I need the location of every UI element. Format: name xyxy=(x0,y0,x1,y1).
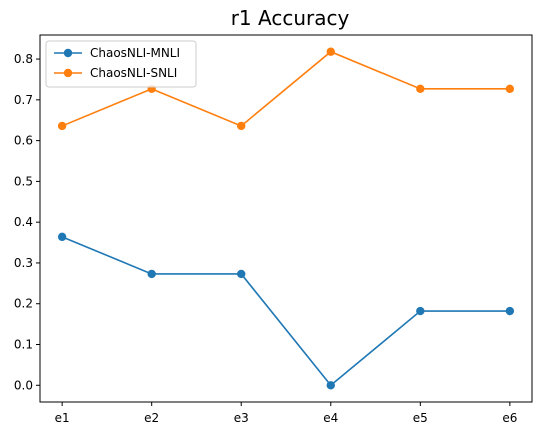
legend: ChaosNLI-MNLI ChaosNLI-SNLI xyxy=(45,40,197,88)
legend-box xyxy=(45,40,197,88)
series-line xyxy=(61,50,510,127)
data-point xyxy=(57,121,67,131)
x-tick-label: e4 xyxy=(323,411,338,425)
y-tick-label: 0.2 xyxy=(14,297,33,311)
legend-label: ChaosNLI-MNLI xyxy=(90,46,180,60)
x-tick-label: e2 xyxy=(144,411,159,425)
data-point xyxy=(147,269,156,279)
data-point xyxy=(237,121,246,131)
axes: 0.0 0.1 0.2 0.3 0.4 0.5 0.6 0.7 0.8 e1 e2 e3 e4 e5 e6 xyxy=(14,34,533,425)
y-tick-label: 0.6 xyxy=(14,134,33,148)
data-point xyxy=(326,47,335,56)
data-point xyxy=(416,306,425,316)
chart-title: r1 Accuracy xyxy=(231,6,350,30)
data-point xyxy=(326,381,335,390)
y-tick-label: 0.7 xyxy=(14,93,33,107)
y-tick-label: 0.8 xyxy=(14,52,33,66)
legend-label: ChaosNLI-SNLI xyxy=(90,66,177,80)
y-tick-label: 0.1 xyxy=(14,338,33,352)
y-tick-label: 0.5 xyxy=(14,174,33,188)
legend-marker xyxy=(63,48,73,58)
plot-frame xyxy=(39,34,533,403)
legend-marker xyxy=(63,68,73,78)
x-tick-label: e1 xyxy=(55,411,70,425)
x-tick-label: e6 xyxy=(502,411,517,425)
series-0 xyxy=(57,232,515,390)
data-point xyxy=(416,84,425,94)
data-point xyxy=(57,232,67,242)
series-line xyxy=(61,236,510,387)
data-point xyxy=(237,269,246,279)
y-tick-label: 0.0 xyxy=(14,378,33,392)
x-tick-label: e5 xyxy=(413,411,428,425)
y-tick-label: 0.3 xyxy=(14,256,33,270)
y-tick-label: 0.4 xyxy=(14,215,33,229)
data-point xyxy=(505,306,515,316)
plot-area xyxy=(57,47,515,390)
data-point xyxy=(505,84,515,94)
x-tick-label: e3 xyxy=(234,411,249,425)
